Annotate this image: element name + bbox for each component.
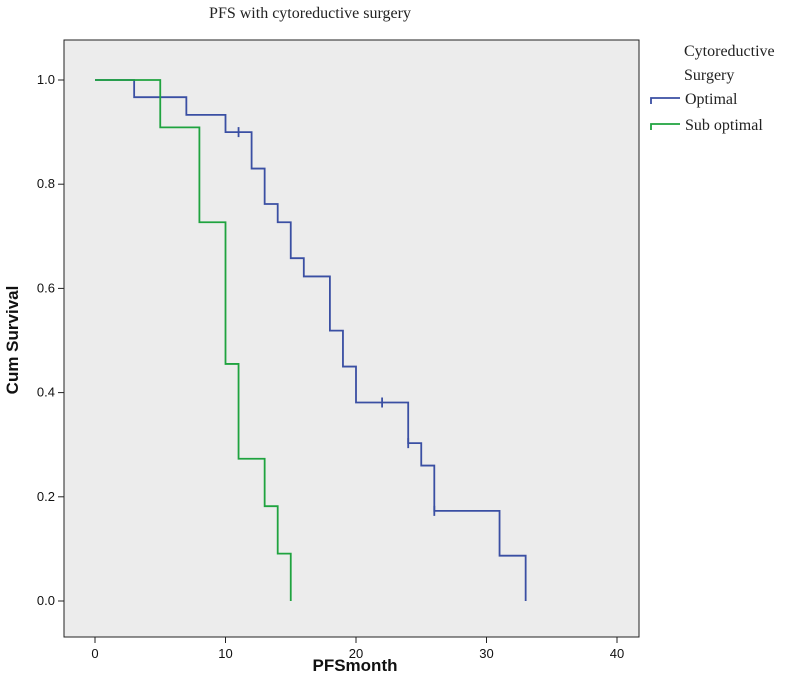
x-tick-label: 20 xyxy=(349,646,363,661)
legend-swatch-sub-optimal xyxy=(650,123,680,130)
y-tick-label: 1.0 xyxy=(37,72,55,87)
y-tick-label: 0.2 xyxy=(37,489,55,504)
y-axis-label: Cum Survival xyxy=(3,286,22,395)
legend-title-line-2: Surgery xyxy=(684,67,734,84)
series-line-1 xyxy=(95,79,292,601)
plot-area xyxy=(63,39,640,638)
y-tick-label: 0.8 xyxy=(37,176,55,191)
y-tick-label: 0.6 xyxy=(37,280,55,295)
x-axis-label: PFSmonth xyxy=(313,656,398,675)
x-tick-label: 40 xyxy=(610,646,624,661)
y-tick-label: 0.0 xyxy=(37,593,55,608)
legend: Cytoreductive Surgery Optimal Sub optima… xyxy=(650,43,775,134)
legend-title-line-1: Cytoreductive xyxy=(684,43,775,60)
x-axis: 0 10 20 30 40 xyxy=(91,637,624,661)
x-tick-label: 0 xyxy=(91,646,98,661)
y-axis: 0.0 0.2 0.4 0.6 0.8 1.0 xyxy=(37,72,64,608)
y-tick-label: 0.4 xyxy=(37,385,55,400)
legend-label-optimal: Optimal xyxy=(685,91,738,108)
x-tick-label: 30 xyxy=(479,646,493,661)
x-tick-label: 10 xyxy=(218,646,232,661)
series-line-0 xyxy=(95,79,527,601)
series-layer xyxy=(95,79,527,601)
legend-swatch-optimal xyxy=(650,97,680,104)
legend-label-sub-optimal: Sub optimal xyxy=(685,117,763,134)
chart-title: PFS with cytoreductive surgery xyxy=(209,5,411,22)
